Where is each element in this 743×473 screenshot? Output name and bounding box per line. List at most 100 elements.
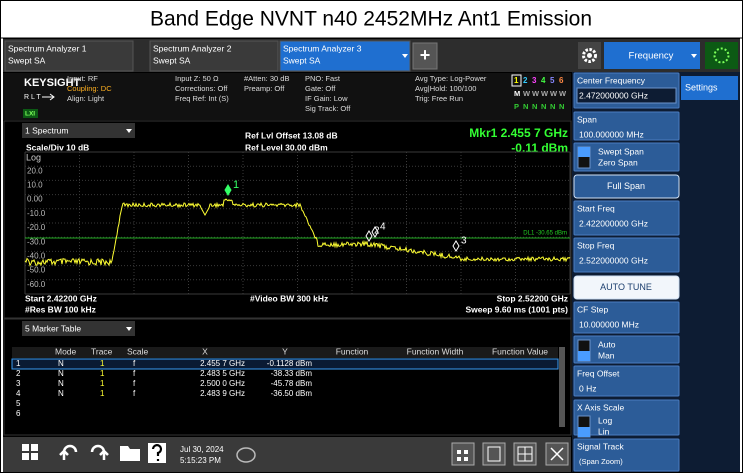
softkey-button-label: Full Span <box>607 181 645 191</box>
ref-level: Ref Level 30.00 dBm <box>245 142 328 152</box>
trace-type: W <box>532 89 540 98</box>
windows-icon[interactable] <box>22 444 38 460</box>
softkey-value: 10.000000 MHz <box>579 319 639 329</box>
table-column-header: Scale <box>127 346 149 356</box>
softkey-label: Signal Track <box>577 441 625 451</box>
marker-diamond <box>224 184 232 196</box>
menu-label: Frequency <box>629 51 674 62</box>
table-column-header: X <box>202 346 208 356</box>
zoom-glyph <box>487 446 501 462</box>
trace-number: 5 <box>550 76 555 85</box>
trace-type: W <box>550 89 558 98</box>
table-cell: 4 <box>16 389 21 398</box>
softkey-button-label: AUTO TUNE <box>600 282 652 292</box>
table-cell: f <box>133 379 136 388</box>
softkey[interactable] <box>573 399 680 436</box>
softkey[interactable] <box>573 275 680 300</box>
marker-diamond <box>365 230 373 242</box>
softkey[interactable] <box>573 335 680 364</box>
tab[interactable] <box>279 40 411 72</box>
table-cell: f <box>133 359 136 368</box>
status-text: Gate: Off <box>305 84 336 93</box>
tab[interactable] <box>4 40 134 72</box>
status-text: Freq Ref: Int (S) <box>175 94 229 103</box>
softkey[interactable] <box>573 301 680 334</box>
status-text: Preamp: Off <box>244 84 285 93</box>
add-tab-label: + <box>420 45 431 65</box>
marker-readout-freq: Mkr1 2.455 7 GHz <box>469 126 568 140</box>
table-cell: -36.50 dBm <box>271 389 313 398</box>
table-cell: 2 <box>16 369 21 378</box>
dropdown-arrow <box>691 54 697 58</box>
chat-icon[interactable] <box>236 447 256 463</box>
trace-detector: N <box>541 102 546 111</box>
table-cell: -0.1128 dBm <box>267 359 313 368</box>
tab-mode: Swept SA <box>283 55 321 65</box>
table-cell: f <box>133 389 136 398</box>
settings-tab[interactable] <box>681 76 738 100</box>
softkey[interactable] <box>573 365 680 397</box>
status-bar <box>3 73 571 120</box>
marker-diamond <box>371 226 379 238</box>
lxi-badge <box>23 109 38 118</box>
toggle-selected <box>578 427 590 437</box>
softkey-option: Auto <box>598 339 616 349</box>
softkey[interactable] <box>573 237 680 273</box>
trace-detector: N <box>559 102 564 111</box>
settings-tab-label: Settings <box>685 82 718 92</box>
gear-hub <box>587 53 592 58</box>
add-tab-button[interactable] <box>412 42 438 70</box>
status-text: Input Z: 50 Ω <box>175 74 219 83</box>
folder-icon[interactable] <box>120 446 140 461</box>
table-cell: 5 <box>16 399 21 408</box>
softkey[interactable] <box>573 174 680 199</box>
table-cell: 1 <box>100 359 105 368</box>
softkey-value: 2.522000000 GHz <box>579 255 648 265</box>
y-axis-label: -60.0 <box>27 280 46 289</box>
spectrum-window <box>3 120 572 319</box>
selected-row[interactable] <box>11 358 559 370</box>
res-bw: #Res BW 100 kHz <box>25 304 96 314</box>
softkey[interactable] <box>573 111 680 141</box>
value-field <box>576 87 677 104</box>
status-text: Align: Light <box>67 94 105 103</box>
table-cell: 1 <box>100 369 105 378</box>
window-selector[interactable] <box>22 123 135 138</box>
dropdown-arrow <box>402 54 408 58</box>
table-column-header: Function <box>336 346 369 356</box>
undo-icon[interactable] <box>59 444 78 460</box>
table-cell: -45.78 dBm <box>271 379 313 388</box>
softkey[interactable] <box>573 142 680 172</box>
table-cell: 1 <box>16 359 21 368</box>
softkey[interactable] <box>573 200 680 236</box>
table-scrollbar <box>559 347 565 427</box>
scale-type: Log <box>26 152 41 162</box>
marker-diamond <box>452 240 460 252</box>
table-cell: 1 <box>100 389 105 398</box>
active-trace-box <box>511 74 522 87</box>
gear-icon <box>582 48 597 63</box>
table-cell: N <box>58 379 64 388</box>
status-text: Coupling: DC <box>67 84 112 93</box>
status-text: IF Gain: Low <box>305 94 348 103</box>
trace <box>24 198 571 267</box>
softkey[interactable] <box>573 438 680 472</box>
tab[interactable] <box>149 40 279 72</box>
toggle-selected <box>578 147 590 157</box>
menu-dropdown[interactable] <box>604 42 700 69</box>
redo-icon[interactable] <box>90 444 109 460</box>
window-selector[interactable] <box>22 321 135 336</box>
busy-indicator <box>705 42 738 69</box>
dropdown-arrow <box>126 129 132 133</box>
status-text: Corrections: Off <box>175 84 228 93</box>
softkey-label: Start Freq <box>577 203 615 213</box>
table-cell: 2.455 7 GHz <box>200 359 245 368</box>
softkey-value: 2.472000000 GHz <box>579 90 648 100</box>
table-cell: 1 <box>100 379 105 388</box>
stop-freq: Stop 2.52200 GHz <box>497 293 568 303</box>
status-text: Trig: Free Run <box>415 94 463 103</box>
help-glyph <box>151 444 163 461</box>
dropdown-arrow <box>126 327 132 331</box>
y-axis-label: 0.00 <box>27 195 43 204</box>
